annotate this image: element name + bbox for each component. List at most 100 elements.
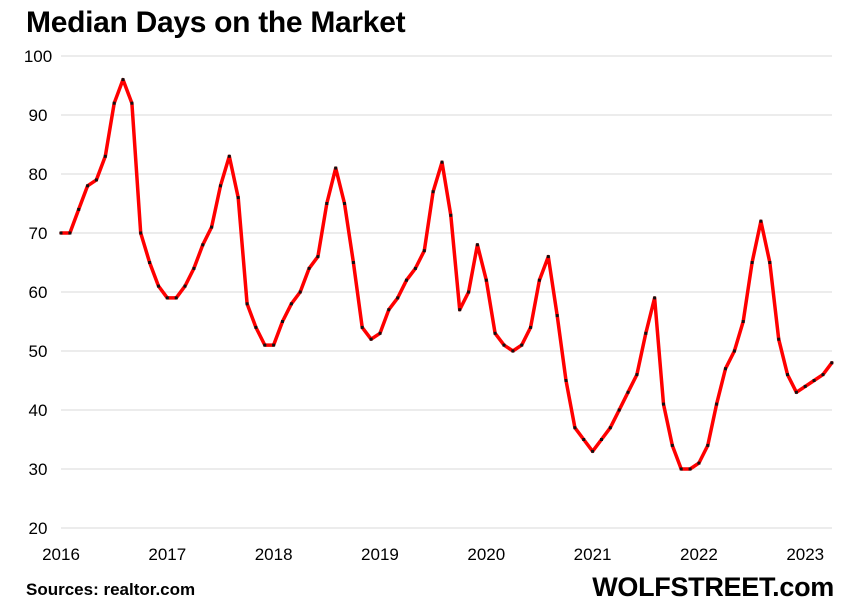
data-point — [670, 443, 674, 447]
data-point — [77, 207, 81, 211]
data-point — [537, 278, 541, 282]
data-point — [493, 331, 497, 335]
data-point — [245, 302, 249, 306]
data-point — [608, 426, 612, 430]
data-point — [236, 196, 240, 200]
data-point — [405, 278, 408, 282]
data-point — [210, 225, 214, 229]
data-point — [653, 296, 657, 300]
data-point — [121, 78, 125, 82]
data-point — [582, 438, 586, 441]
x-axis-ticks: 2016 2017 2018 2019 2020 2021 2022 2023 — [42, 545, 824, 564]
data-point — [289, 302, 293, 306]
data-point — [679, 467, 683, 471]
data-point — [201, 243, 205, 247]
data-point — [821, 373, 825, 377]
data-point — [546, 255, 550, 259]
data-point — [112, 101, 116, 105]
data-point — [768, 261, 772, 264]
y-tick-label: 90 — [29, 106, 48, 125]
data-point — [786, 373, 789, 377]
data-point — [467, 290, 471, 294]
data-point — [644, 331, 648, 335]
y-tick-label: 50 — [29, 342, 48, 361]
x-tick-label: 2022 — [680, 545, 718, 564]
data-point — [59, 231, 63, 235]
data-point — [573, 426, 577, 430]
data-point — [635, 373, 639, 377]
data-point — [254, 325, 258, 329]
data-point — [219, 184, 222, 188]
series-line — [59, 77, 834, 471]
data-point — [697, 461, 701, 465]
gridlines — [61, 55, 832, 529]
data-point — [281, 320, 284, 323]
brand-logo: WOLFSTREET.com — [592, 572, 834, 602]
data-point — [440, 160, 444, 164]
data-point — [192, 266, 196, 270]
data-point — [741, 320, 745, 323]
data-point — [555, 314, 559, 318]
data-point — [626, 390, 630, 394]
y-tick-label: 80 — [29, 165, 48, 184]
y-tick-label: 40 — [29, 401, 48, 420]
data-point — [732, 349, 736, 353]
data-point — [360, 325, 364, 329]
data-markers — [59, 78, 834, 471]
data-point — [777, 337, 781, 341]
data-point — [617, 408, 621, 412]
data-point — [794, 390, 798, 394]
y-tick-label: 30 — [29, 460, 48, 479]
source-note: Sources: realtor.com — [26, 580, 196, 599]
data-point — [724, 367, 727, 371]
y-tick-label: 60 — [29, 283, 48, 302]
x-tick-label: 2016 — [42, 545, 80, 564]
x-tick-label: 2021 — [574, 545, 612, 564]
data-point — [475, 243, 479, 247]
data-point — [174, 296, 178, 300]
data-point — [413, 266, 417, 270]
data-point — [422, 249, 426, 253]
data-point — [369, 337, 373, 341]
x-tick-label: 2017 — [148, 545, 186, 564]
data-point — [715, 402, 719, 406]
data-point — [688, 467, 692, 471]
x-tick-label: 2019 — [361, 545, 399, 564]
data-point — [520, 343, 524, 347]
data-point — [165, 296, 169, 300]
data-point — [662, 402, 665, 406]
data-point — [396, 296, 400, 300]
data-point — [458, 308, 462, 312]
data-point — [803, 384, 807, 388]
data-point — [307, 266, 311, 270]
data-point — [157, 284, 160, 288]
data-point — [227, 154, 231, 158]
data-point — [68, 231, 72, 235]
data-point — [830, 361, 834, 365]
data-point — [600, 438, 603, 441]
data-series — [59, 77, 834, 471]
data-point — [130, 101, 134, 105]
data-point — [263, 343, 267, 347]
data-point — [183, 284, 187, 288]
data-point — [139, 231, 143, 235]
data-point — [316, 255, 320, 259]
x-tick-label: 2023 — [786, 545, 824, 564]
x-tick-label: 2018 — [255, 545, 293, 564]
data-point — [298, 290, 302, 294]
data-point — [94, 178, 98, 182]
data-point — [750, 261, 754, 264]
data-point — [564, 379, 568, 382]
data-point — [759, 219, 763, 223]
data-point — [148, 261, 152, 264]
y-tick-label: 100 — [24, 47, 52, 66]
data-point — [351, 261, 355, 264]
data-point — [272, 343, 276, 347]
data-point — [431, 190, 435, 194]
data-point — [449, 213, 453, 217]
data-point — [325, 202, 329, 205]
data-point — [591, 449, 595, 453]
chart-title: Median Days on the Market — [26, 6, 406, 39]
data-point — [529, 325, 533, 329]
